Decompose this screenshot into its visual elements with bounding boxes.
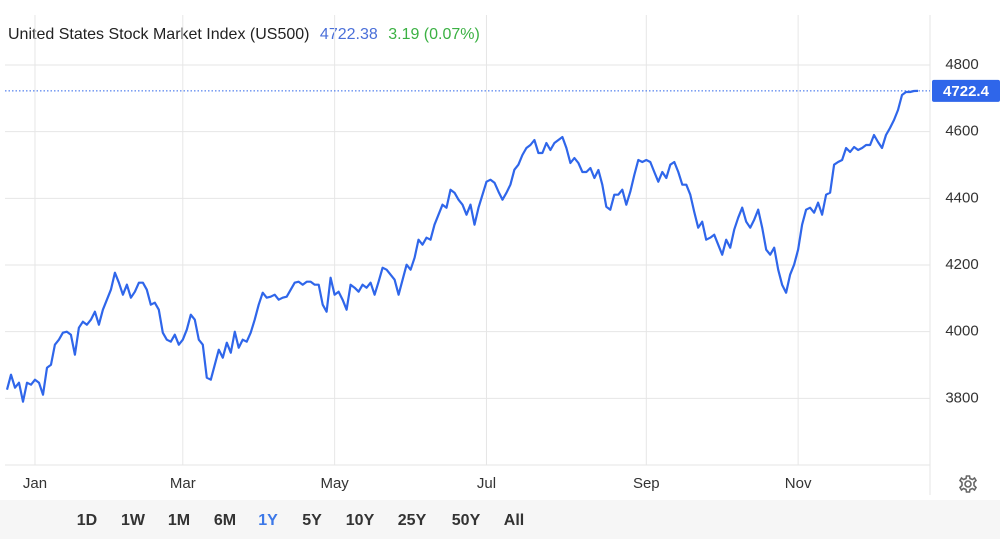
settings-icon[interactable] [958,475,978,493]
gear [958,475,978,493]
x-tick-label: Jul [477,475,496,492]
range-button[interactable]: 1M [167,512,191,529]
x-tick-label: May [320,475,349,492]
range-button[interactable]: 6M [213,512,237,529]
change: 3.19 (0.07%) [388,26,480,43]
range-button[interactable]: 1W [121,512,145,529]
last-price-box [932,79,1000,102]
y-tick-label: 4200 [945,256,978,273]
range-button[interactable]: 10Y [345,512,375,529]
x-tick-label: Nov [785,475,812,492]
range-button[interactable]: 50Y [451,512,481,529]
range-bar: 1D 1W 1M 6M 1Y 5Y 10Y 25Y 50Y All [0,500,1000,539]
gear-hub [964,480,972,488]
title: United States Stock Market Index (US500) [8,26,310,43]
y-tick-label: 4600 [945,123,978,140]
range-button[interactable]: 1D [76,512,98,529]
y-tick-label: 4800 [945,56,978,73]
range-button[interactable]: 25Y [397,512,427,529]
x-tick-label: Jan [23,475,47,492]
range-button[interactable]: 1Y [258,512,278,529]
chart: 3800 4000 4200 4400 4600 4800 Jan Mar May Jul Sep N… [5,15,1000,495]
y-tick-label: 3800 [945,389,978,406]
price-line [5,89,919,403]
y-tick-label: 4400 [945,189,978,206]
range-button[interactable]: 5Y [302,512,322,529]
last-price-label: 4722.4 [943,83,990,100]
range-button[interactable]: All [503,512,525,529]
y-tick-label: 4000 [945,323,978,340]
x-tick-label: Sep [633,475,660,492]
x-tick-label: Mar [170,475,196,492]
